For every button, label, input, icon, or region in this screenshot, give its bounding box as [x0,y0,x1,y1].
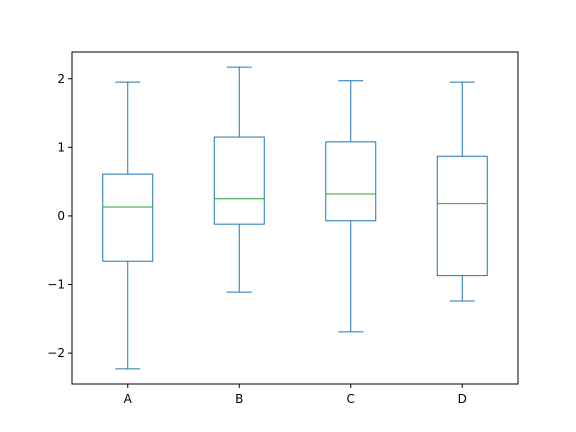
y-tick-label: 0 [57,209,65,223]
x-tick-label-d: D [458,392,467,406]
y-tick-label: −2 [47,346,65,360]
iqr-box [102,173,154,262]
boxes-layer [102,66,488,370]
y-tick-label: 2 [57,72,65,86]
y-tick-label: −1 [47,278,65,292]
box-b [213,66,265,293]
x-tick-label-b: B [235,392,243,406]
box-d [436,81,488,302]
iqr-box [325,141,377,222]
y-axis: −2 −1 0 1 2 [47,72,72,360]
x-axis: A B C D [124,384,467,406]
y-tick-label: 1 [57,140,65,154]
x-tick-label-a: A [124,392,133,406]
x-tick-label-c: C [347,392,355,406]
iqr-box [436,155,488,277]
box-a [102,81,154,370]
box-c [325,80,377,333]
iqr-box [213,136,265,225]
plot-frame [71,51,519,385]
